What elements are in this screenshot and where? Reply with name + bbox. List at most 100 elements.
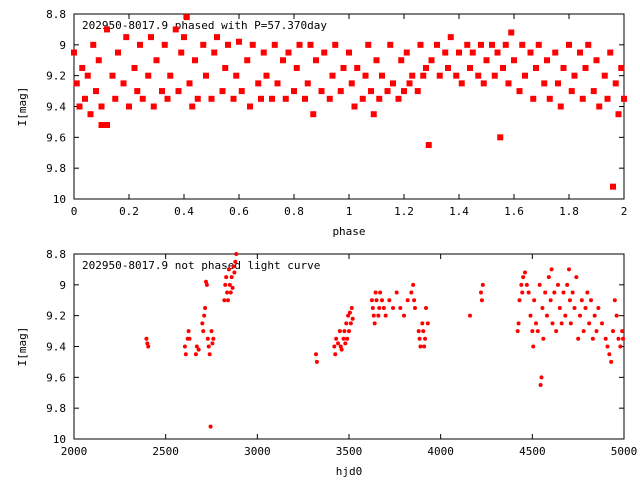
data-point <box>587 321 592 326</box>
data-point <box>456 49 462 56</box>
data-point <box>546 95 553 102</box>
data-point <box>332 41 339 48</box>
data-point <box>391 305 395 310</box>
data-point <box>232 270 237 275</box>
y-tick-label: 9.2 <box>46 310 66 323</box>
x-tick-label: 3500 <box>336 445 363 458</box>
data-point <box>568 88 575 95</box>
data-point <box>234 252 239 256</box>
data-point <box>145 341 150 346</box>
data-point <box>494 49 501 56</box>
data-point <box>333 352 338 357</box>
data-point <box>238 88 245 95</box>
y-tick-label: 8.8 <box>46 8 66 21</box>
data-point <box>605 344 610 349</box>
data-point <box>200 41 207 48</box>
data-point <box>402 313 406 318</box>
data-point <box>479 298 484 303</box>
data-point <box>194 344 199 349</box>
data-point <box>519 282 524 287</box>
data-point <box>374 298 379 303</box>
data-point <box>567 267 571 272</box>
data-point <box>342 329 347 334</box>
y-tick-label: 10 <box>53 433 66 446</box>
data-point <box>334 336 339 341</box>
data-point <box>554 329 559 334</box>
data-point <box>134 88 141 95</box>
data-point <box>208 95 215 102</box>
data-point <box>604 95 611 102</box>
data-point <box>464 41 471 48</box>
data-point <box>354 64 361 71</box>
x-tick-label: 0 <box>71 205 78 218</box>
data-point <box>225 41 231 48</box>
x-tick-label: 1.6 <box>504 205 524 218</box>
data-point <box>98 103 105 110</box>
data-point <box>480 80 487 87</box>
data-point <box>231 264 236 269</box>
data-point <box>137 41 143 48</box>
x-tick-label: 4000 <box>427 445 454 458</box>
y-axis-label: I[mag] <box>16 87 29 127</box>
data-point <box>172 26 179 33</box>
data-points <box>144 252 626 429</box>
data-point <box>347 329 351 334</box>
data-point <box>336 341 340 346</box>
data-point <box>144 336 149 341</box>
data-point <box>557 103 564 110</box>
data-point <box>207 352 212 357</box>
data-point <box>347 310 352 315</box>
x-tick-label: 1 <box>346 205 353 218</box>
data-point <box>230 95 237 102</box>
data-point <box>258 95 264 102</box>
data-point <box>577 49 583 56</box>
data-point <box>340 64 347 71</box>
data-point <box>271 41 278 48</box>
data-point <box>93 88 99 95</box>
data-point <box>544 57 550 64</box>
data-point <box>337 88 344 95</box>
data-point <box>269 95 275 102</box>
data-point <box>186 329 191 334</box>
data-point <box>555 80 561 87</box>
data-point <box>219 88 226 95</box>
data-point <box>445 64 451 71</box>
data-point <box>417 41 424 48</box>
data-point <box>73 80 80 87</box>
data-point <box>202 313 207 318</box>
data-point <box>348 321 353 326</box>
data-point <box>548 298 553 303</box>
data-point <box>326 95 333 102</box>
data-point <box>550 321 555 326</box>
data-point <box>183 352 188 357</box>
data-point <box>467 64 473 71</box>
data-point <box>337 329 342 334</box>
data-point <box>346 313 351 318</box>
data-point <box>543 290 548 295</box>
data-point <box>502 41 509 48</box>
data-point <box>104 26 110 33</box>
data-point <box>479 290 483 295</box>
data-point <box>175 88 182 95</box>
data-point <box>434 41 440 48</box>
data-point <box>282 95 289 102</box>
data-point <box>71 49 77 56</box>
data-point <box>616 336 621 341</box>
data-point <box>497 134 504 141</box>
data-point <box>148 34 154 41</box>
data-point <box>563 313 568 318</box>
data-point <box>82 95 88 102</box>
y-tick-label: 9 <box>59 279 66 292</box>
data-point <box>204 279 208 284</box>
data-point <box>314 359 319 364</box>
data-point <box>368 88 374 95</box>
data-point <box>483 57 490 64</box>
data-point <box>285 49 292 56</box>
data-point <box>380 298 384 303</box>
data-point <box>338 344 343 349</box>
data-point <box>572 305 577 310</box>
data-point <box>516 88 523 95</box>
data-point <box>344 321 349 326</box>
data-point <box>384 88 391 95</box>
data-point <box>201 329 206 334</box>
